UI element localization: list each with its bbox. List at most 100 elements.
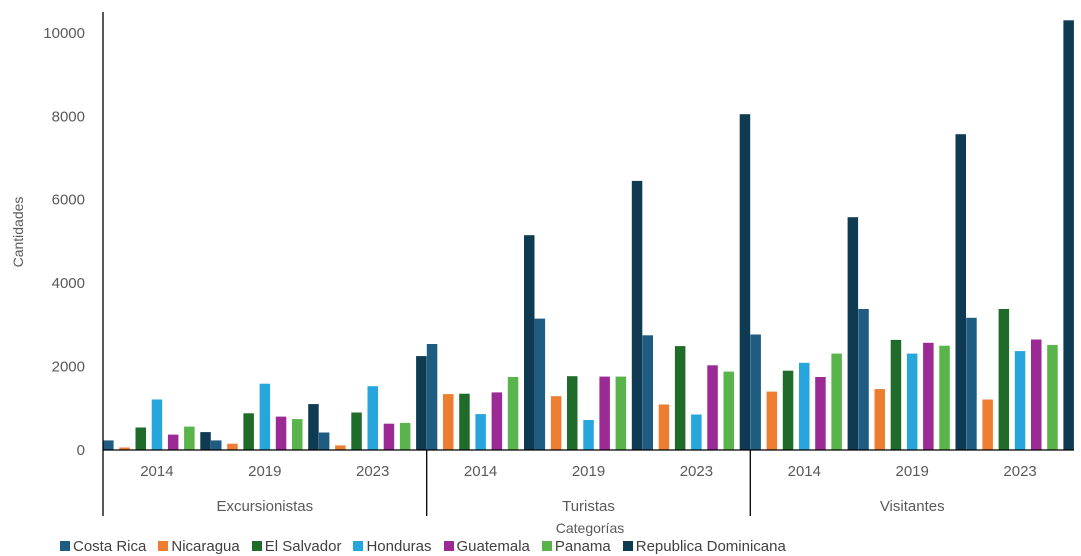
bar — [292, 419, 303, 450]
x-tick-label: 2023 — [356, 463, 389, 480]
x-axis-title: Categorías — [556, 520, 624, 536]
bar — [335, 445, 346, 450]
bar — [723, 371, 734, 450]
bar — [955, 134, 966, 450]
bar — [658, 404, 670, 450]
bar — [275, 416, 287, 450]
bars-layer — [103, 20, 1074, 451]
legend-swatch — [443, 541, 454, 551]
bar — [858, 309, 869, 450]
bar — [550, 396, 562, 450]
bar — [151, 399, 163, 450]
x-tick-label: 2019 — [896, 463, 929, 480]
y-axis-title: Cantidades — [10, 197, 26, 268]
bar — [567, 376, 578, 450]
bar — [119, 447, 130, 450]
bar — [227, 443, 238, 450]
bar — [184, 426, 195, 450]
y-tick-label: 0 — [77, 442, 85, 459]
bar — [459, 393, 470, 450]
x-tick-label: 2019 — [248, 463, 281, 480]
bar — [939, 345, 950, 450]
bar — [766, 391, 778, 450]
y-tick-label: 8000 — [52, 108, 85, 125]
bar — [815, 377, 826, 450]
bar — [1063, 20, 1074, 451]
legend-label: Republica Dominicana — [635, 537, 786, 555]
legend-swatch — [353, 541, 364, 551]
bar — [739, 114, 751, 450]
axes-layer: 0 2000 4000 6000 8000 10000 2014 2019 2023 2014 20… — [10, 12, 1074, 536]
bar — [534, 318, 546, 450]
x-tick-label: 2023 — [680, 463, 713, 480]
x-tick-label: 2023 — [1003, 463, 1036, 480]
group-label: Turistas — [562, 498, 615, 515]
y-tick-label: 2000 — [52, 359, 85, 376]
legend-swatch — [158, 541, 169, 551]
legend-item: Republica Dominicana — [622, 537, 786, 555]
bar — [524, 235, 535, 450]
legend-swatch — [622, 541, 633, 551]
bar — [998, 309, 1010, 450]
legend-item: Costa Rica — [60, 538, 146, 555]
legend-item: El Salvador — [251, 537, 342, 555]
bar — [399, 422, 411, 450]
legend-label: Nicaragua — [171, 537, 240, 555]
bar — [308, 404, 319, 450]
bar — [259, 383, 271, 450]
bar — [426, 344, 438, 450]
legend-item: Guatemala — [443, 537, 530, 555]
bar — [631, 180, 643, 450]
bar — [1014, 351, 1026, 450]
bar-chart: 0 2000 4000 6000 8000 10000 2014 2019 2023 2014 20… — [10, 12, 1074, 536]
bar — [750, 334, 761, 450]
y-tick-label: 6000 — [52, 192, 85, 209]
bar — [167, 434, 179, 450]
legend-swatch — [60, 541, 70, 551]
legend-label: Honduras — [366, 537, 432, 555]
bar — [831, 353, 842, 450]
legend-item: Honduras — [353, 537, 432, 555]
bar — [135, 427, 146, 450]
bar — [318, 432, 330, 450]
bar — [475, 414, 486, 450]
bar — [642, 335, 653, 450]
legend-label: Panama — [554, 537, 611, 555]
bar — [674, 346, 686, 450]
bar — [707, 365, 718, 450]
bar — [583, 420, 594, 450]
legend-item: Panama — [541, 537, 611, 555]
legend: Costa Rica Nicaragua El Salvador Honduras Gu… — [60, 536, 798, 556]
bar — [906, 353, 918, 450]
bar — [890, 339, 902, 450]
bar — [103, 440, 114, 450]
legend-label: El Salvador — [264, 537, 342, 555]
bar — [799, 362, 810, 450]
legend-label: Costa Rica — [73, 537, 147, 555]
legend-item: Nicaragua — [158, 537, 240, 555]
bar — [874, 389, 885, 450]
bar — [507, 377, 519, 450]
bar — [211, 440, 222, 450]
legend-swatch — [541, 541, 552, 551]
bar — [416, 356, 427, 450]
legend-swatch — [251, 541, 262, 551]
bar — [1047, 344, 1058, 450]
y-tick-label: 10000 — [43, 25, 85, 42]
bar — [383, 423, 395, 450]
bar — [615, 376, 627, 450]
bar — [782, 370, 794, 450]
bar — [966, 317, 977, 450]
x-tick-label: 2014 — [140, 463, 173, 480]
x-tick-label: 2014 — [788, 463, 821, 480]
x-tick-label: 2019 — [572, 463, 605, 480]
bar — [1031, 339, 1042, 450]
bar — [491, 392, 503, 450]
bar — [443, 394, 454, 450]
bar — [367, 386, 378, 450]
bar — [923, 342, 934, 450]
group-label: Visitantes — [880, 498, 945, 515]
bar — [351, 412, 362, 450]
legend-label: Guatemala — [456, 537, 530, 555]
y-tick-label: 4000 — [52, 275, 85, 292]
